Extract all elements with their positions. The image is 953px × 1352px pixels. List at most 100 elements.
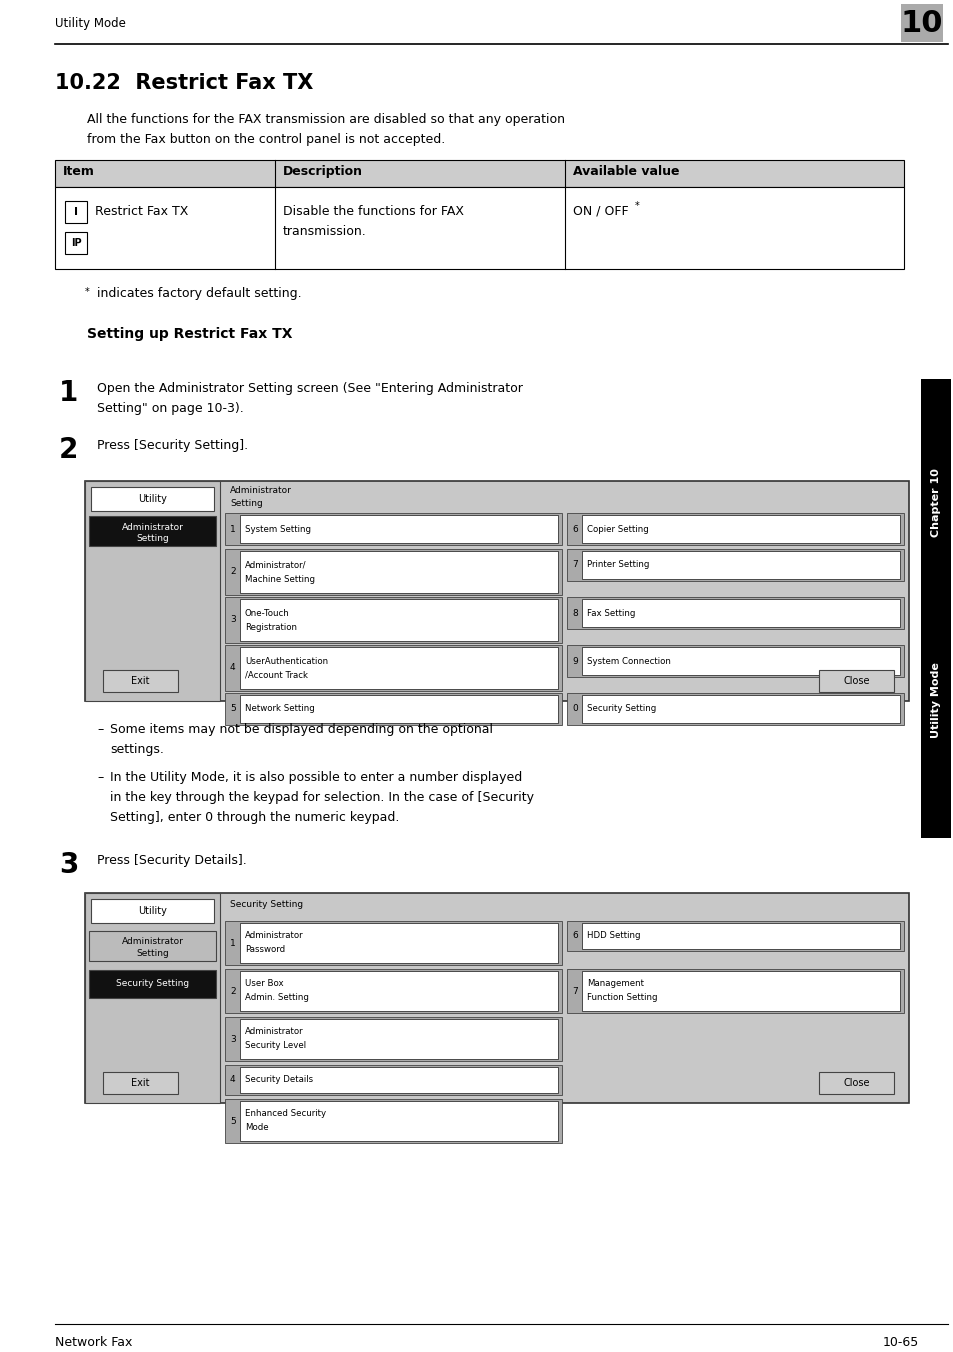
Bar: [818, 1072, 893, 1094]
Text: Setting], enter 0 through the numeric keypad.: Setting], enter 0 through the numeric ke…: [110, 811, 399, 823]
Text: Setting: Setting: [136, 534, 169, 544]
Bar: [225, 645, 561, 691]
Text: Available value: Available value: [573, 165, 679, 178]
Text: Item: Item: [63, 165, 94, 178]
Text: One-Touch: One-Touch: [245, 608, 290, 618]
Bar: [91, 487, 213, 511]
Bar: [89, 516, 215, 546]
Text: in the key through the keypad for selection. In the case of [Security: in the key through the keypad for select…: [110, 791, 534, 804]
Bar: [581, 599, 899, 627]
Text: Copier Setting: Copier Setting: [586, 525, 648, 534]
Text: System Connection: System Connection: [586, 657, 670, 665]
Text: Security Setting: Security Setting: [230, 900, 303, 909]
Bar: [566, 549, 903, 581]
Text: Administrator: Administrator: [230, 485, 292, 495]
Text: Enhanced Security: Enhanced Security: [245, 1110, 326, 1118]
Bar: [240, 599, 558, 641]
Bar: [65, 201, 87, 223]
Bar: [225, 512, 561, 545]
Bar: [85, 481, 220, 700]
Text: 3: 3: [230, 615, 235, 625]
Bar: [89, 932, 215, 961]
Bar: [566, 512, 903, 545]
Bar: [225, 549, 561, 595]
Text: 10-65: 10-65: [882, 1336, 918, 1349]
Bar: [566, 694, 903, 725]
Text: 2: 2: [230, 987, 235, 995]
Text: 1: 1: [230, 938, 235, 948]
Text: *: *: [85, 287, 90, 297]
Text: 1: 1: [230, 525, 235, 534]
Text: 1: 1: [59, 379, 78, 407]
Text: Utility: Utility: [138, 906, 167, 917]
Bar: [240, 648, 558, 690]
Text: Administrator/: Administrator/: [245, 561, 306, 569]
Text: Close: Close: [842, 1078, 869, 1088]
Bar: [103, 671, 178, 692]
Text: 3: 3: [59, 850, 78, 879]
Text: 5: 5: [230, 704, 235, 714]
Text: Press [Security Setting].: Press [Security Setting].: [97, 439, 248, 452]
Text: Administrator: Administrator: [245, 932, 303, 941]
Text: In the Utility Mode, it is also possible to enter a number displayed: In the Utility Mode, it is also possible…: [110, 771, 521, 784]
Text: 7: 7: [572, 561, 578, 569]
Text: Network Setting: Network Setting: [245, 704, 314, 714]
Bar: [225, 598, 561, 644]
Text: *: *: [635, 201, 639, 211]
Text: 5: 5: [230, 1117, 235, 1125]
Bar: [581, 923, 899, 949]
Bar: [91, 899, 213, 923]
Text: 8: 8: [572, 608, 578, 618]
Bar: [65, 233, 87, 254]
Bar: [225, 1099, 561, 1142]
Bar: [89, 969, 215, 998]
Text: –: –: [97, 771, 103, 784]
Text: Machine Setting: Machine Setting: [245, 575, 314, 584]
Text: Administrator: Administrator: [245, 1028, 303, 1037]
Text: Restrict Fax TX: Restrict Fax TX: [95, 206, 188, 218]
Text: 4: 4: [230, 664, 235, 672]
Text: Setting: Setting: [136, 949, 169, 959]
Text: Chapter 10: Chapter 10: [930, 468, 940, 537]
Bar: [240, 552, 558, 594]
Text: Security Setting: Security Setting: [116, 979, 189, 988]
Text: 3: 3: [230, 1034, 235, 1044]
Bar: [581, 695, 899, 723]
Bar: [240, 1067, 558, 1092]
Text: Exit: Exit: [132, 676, 150, 685]
Text: Press [Security Details].: Press [Security Details].: [97, 854, 247, 867]
Text: IP: IP: [71, 238, 81, 247]
Bar: [240, 971, 558, 1011]
Text: 10: 10: [900, 8, 943, 38]
Text: Administrator: Administrator: [121, 937, 183, 946]
Text: transmission.: transmission.: [283, 224, 366, 238]
Text: 7: 7: [572, 987, 578, 995]
Text: Admin. Setting: Admin. Setting: [245, 994, 309, 1002]
Text: 9: 9: [572, 657, 578, 665]
Text: System Setting: System Setting: [245, 525, 311, 534]
Text: 0: 0: [572, 704, 578, 714]
Text: Utility: Utility: [138, 493, 167, 504]
Bar: [566, 645, 903, 677]
Bar: [581, 515, 899, 544]
Text: Setting" on page 10-3).: Setting" on page 10-3).: [97, 402, 244, 415]
Text: Printer Setting: Printer Setting: [586, 561, 649, 569]
Text: Disable the functions for FAX: Disable the functions for FAX: [283, 206, 463, 218]
Text: indicates factory default setting.: indicates factory default setting.: [92, 287, 301, 300]
Text: Open the Administrator Setting screen (See "Entering Administrator: Open the Administrator Setting screen (S…: [97, 383, 522, 395]
Bar: [900, 4, 942, 42]
Text: Management: Management: [586, 979, 643, 988]
Bar: [566, 598, 903, 629]
Text: Function Setting: Function Setting: [586, 994, 657, 1002]
Text: Security Level: Security Level: [245, 1041, 306, 1051]
Bar: [566, 921, 903, 950]
Text: All the functions for the FAX transmission are disabled so that any operation: All the functions for the FAX transmissi…: [87, 114, 564, 126]
Bar: [581, 552, 899, 579]
Text: Password: Password: [245, 945, 285, 955]
Bar: [85, 894, 220, 1103]
Bar: [225, 1017, 561, 1061]
Bar: [55, 160, 903, 187]
Bar: [225, 694, 561, 725]
Text: Security Details: Security Details: [245, 1075, 313, 1084]
Text: 2: 2: [230, 568, 235, 576]
